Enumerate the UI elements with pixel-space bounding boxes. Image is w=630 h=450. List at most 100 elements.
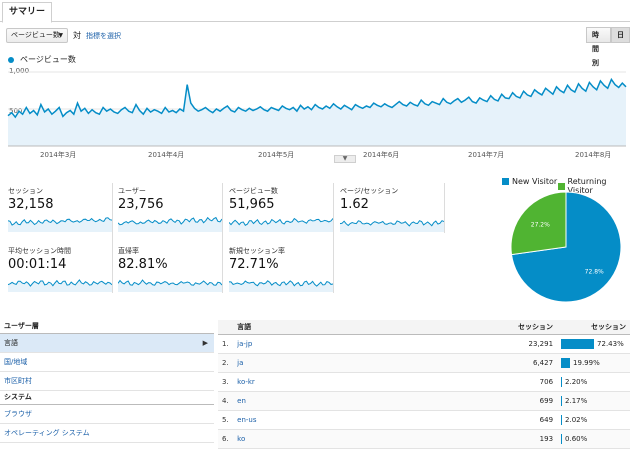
sparkline-area [118, 280, 222, 292]
stat-label: ページ/セッション [340, 187, 399, 195]
legend-swatch-icon [558, 182, 565, 190]
y-tick-label: 500 [9, 107, 23, 115]
daily-button[interactable]: 日 [611, 27, 630, 43]
language-link[interactable]: ja [233, 353, 489, 373]
sparkline [8, 279, 112, 292]
language-link[interactable]: ja-jp [233, 334, 489, 354]
sparkline-area [229, 218, 333, 232]
stat-sessions[interactable]: セッション 32,158 [8, 186, 112, 234]
metric-select[interactable]: ページビュー数 ▼ [6, 28, 68, 43]
sparkline-line [340, 220, 444, 227]
dimension-browser[interactable]: ブラウザ [0, 405, 214, 424]
pie-slice-label: 27.2% [531, 222, 550, 229]
y-tick-label: 1,000 [9, 67, 30, 75]
pct-bar [561, 338, 595, 349]
pie-legend-new: New Visitor [502, 177, 557, 186]
pct-value: 2.20% [565, 377, 588, 386]
language-link[interactable]: ko-kr [233, 372, 489, 392]
stat-users[interactable]: ユーザー 23,756 [118, 186, 222, 234]
stat-label: 平均セッション時間 [8, 247, 71, 255]
dimension-panel: ユーザー層 言語 ▶ 国/地域 市区町村 システム ブラウザ オペレーティング … [0, 320, 214, 443]
sessions-pct-cell: 0.60% [557, 429, 630, 449]
chevron-right-icon: ▶ [202, 339, 208, 347]
language-link[interactable]: en-us [233, 410, 489, 430]
table-row: 4. en 699 2.17% [218, 391, 630, 411]
sparkline [118, 279, 222, 292]
sessions-pct-cell: 2.20% [557, 372, 630, 392]
col-sessions: セッション [488, 320, 558, 335]
series-area [8, 79, 626, 146]
sparkline [8, 217, 112, 232]
sparkline-line [8, 217, 112, 226]
legend-swatch-icon [502, 178, 509, 185]
dimension-country[interactable]: 国/地域 [0, 353, 214, 372]
section-system: システム [0, 391, 214, 405]
row-index: 2. [218, 353, 234, 373]
sparkline-area [8, 280, 112, 292]
sessions-pct-cell: 2.02% [557, 410, 630, 430]
stat-bounce-rate[interactable]: 直帰率 82.81% [118, 246, 222, 294]
table-row: 3. ko-kr 706 2.20% [218, 372, 630, 392]
language-link[interactable]: ko [233, 429, 489, 449]
stat-avg-session-duration[interactable]: 平均セッション時間 00:01:14 [8, 246, 112, 294]
dimension-city[interactable]: 市区町村 [0, 372, 214, 391]
pie-slice-label: 72.8% [585, 269, 604, 276]
sessions-value: 6,427 [488, 353, 558, 373]
sparkline [229, 217, 333, 232]
stat-value: 72.71% [229, 257, 279, 272]
stat-value: 82.81% [118, 257, 168, 272]
language-link[interactable]: en [233, 391, 489, 411]
pct-value: 72.43% [597, 339, 624, 348]
sessions-value: 193 [488, 429, 558, 449]
sparkline [229, 280, 333, 292]
pct-value: 2.02% [565, 415, 588, 424]
pct-bar [561, 433, 563, 444]
table-row: 5. en-us 649 2.02% [218, 410, 630, 430]
pct-bar [561, 376, 563, 387]
tab-summary[interactable]: サマリー [2, 2, 53, 23]
language-table: 言語 セッション セッション 1. ja-jp 23,291 72.43% 2. ja 6,… [218, 320, 630, 449]
sparkline-line [229, 280, 333, 287]
stat-value: 1.62 [340, 197, 369, 212]
dimension-label: 言語 [4, 339, 18, 347]
choose-metric-link[interactable]: 指標を選択 [86, 32, 121, 40]
divider [222, 183, 223, 293]
series-dot-icon [8, 56, 14, 63]
metric-select-value: ページビュー数 [11, 31, 60, 39]
stat-label: 新規セッション率 [229, 247, 285, 255]
time-granularity-buttons: 時間別 日 [586, 27, 630, 67]
pie-legend-label: New Visitor [512, 177, 558, 186]
stat-label: セッション [8, 187, 43, 195]
x-tick-label: 2014年4月 [148, 151, 185, 159]
sessions-value: 23,291 [488, 334, 558, 354]
sparkline-area [118, 217, 222, 232]
pageviews-line-chart [7, 71, 627, 147]
sessions-pct-cell: 19.99% [557, 353, 630, 373]
series-line [7, 77, 627, 119]
pie-slice[interactable] [510, 191, 567, 256]
dimension-language[interactable]: 言語 ▶ [0, 334, 214, 353]
x-tick-label: 2014年5月 [258, 151, 295, 159]
tab-bar: サマリー [0, 0, 630, 23]
x-tick-label: 2014年3月 [40, 151, 77, 159]
stat-value: 00:01:14 [8, 257, 67, 272]
stat-label: 直帰率 [118, 247, 139, 255]
stat-pageviews[interactable]: ページビュー数 51,965 [229, 186, 333, 234]
chart-collapse-handle[interactable]: ▼ [334, 155, 356, 163]
stat-pages-per-session[interactable]: ページ/セッション 1.62 [340, 186, 444, 234]
sparkline-line [229, 217, 333, 226]
hourly-button[interactable]: 時間別 [586, 27, 611, 67]
dimension-os[interactable]: オペレーティング システム [0, 424, 214, 443]
section-demographics: ユーザー層 [0, 320, 214, 334]
row-index: 3. [218, 372, 234, 392]
sparkline [340, 220, 444, 232]
pct-value: 2.17% [565, 396, 588, 405]
pct-value: 0.60% [565, 434, 588, 443]
pct-bar [561, 414, 563, 425]
row-index: 5. [218, 410, 234, 430]
sparkline-line [8, 279, 112, 287]
col-index [218, 320, 234, 335]
stat-new-session-rate[interactable]: 新規セッション率 72.71% [229, 246, 333, 294]
sessions-value: 706 [488, 372, 558, 392]
stat-value: 32,158 [8, 197, 54, 212]
